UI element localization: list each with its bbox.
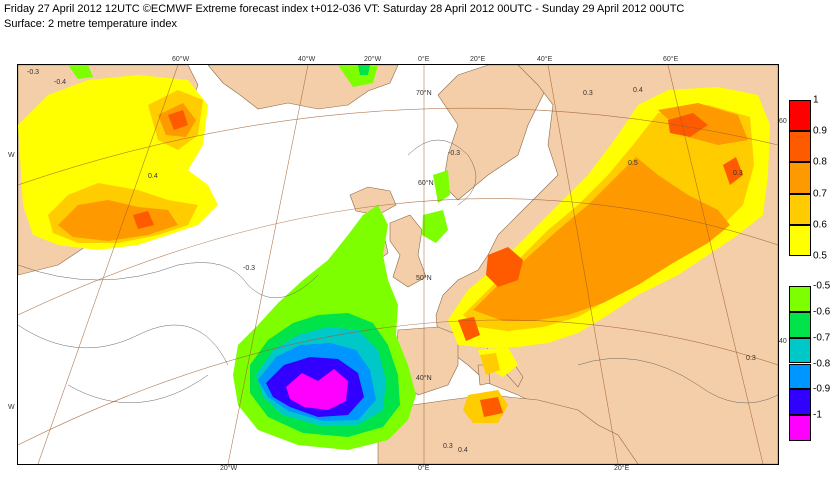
lon-label: 40°W [298,56,316,63]
lat-label: 70°N [416,90,432,97]
legend-swatch [789,363,811,390]
legend-label: 0.8 [813,156,827,168]
lon-label: 40°E [537,56,553,63]
edge-label: W [8,152,15,159]
contour-label: -0.4 [54,79,67,86]
contour-label: 0.3 [443,443,453,450]
legend-label: -0.5 [813,280,831,292]
edge-label: 60 [779,118,787,125]
contour-lines [18,139,778,404]
legend-label: 1 [813,94,819,106]
legend-label: -1 [813,409,822,421]
legend-label: -0.9 [813,383,831,395]
contour-label: -0.3 [27,69,40,76]
lon-label: 60°W [172,56,190,63]
map-title: Friday 27 April 2012 12UTC ©ECMWF Extrem… [4,3,685,15]
legend-swatch [789,337,811,364]
map-subtitle: Surface: 2 metre temperature index [4,18,178,30]
legend-swatch [789,389,811,416]
britain [389,214,427,288]
cold-anomaly-atlantic [233,65,450,450]
lon-label: 20°W [364,56,382,63]
lon-label: 0°E [418,56,430,63]
legend-label: -0.6 [813,306,831,318]
legend-label: 0.9 [813,125,827,137]
lon-label: 0°E [418,465,430,472]
lat-label: 50°N [416,275,432,282]
lon-label: 20°W [220,465,238,472]
contour-label: 0.4 [458,447,468,454]
efi-map: -0.3 -0.4 0.4 0.3 0.4 0.5 -0.3 -0.3 0.3 … [17,64,779,465]
legend-swatch [789,286,811,312]
legend-label: -0.7 [813,332,831,344]
contour-label: 0.3 [733,170,743,177]
legend-cold: -0.5 -0.6 -0.7 -0.8 -0.9 -1 [789,281,830,441]
contour-label: -0.3 [243,265,256,272]
legend-swatch [789,415,811,441]
legend-swatch [789,311,811,338]
warm-anomaly-europe [448,87,770,423]
legend-label: -0.8 [813,358,831,369]
lat-label: 40°N [416,375,432,382]
contour-label: 0.4 [148,173,158,180]
legend-swatch [789,162,811,194]
contour-label: 0.4 [633,87,643,94]
legend-swatch [789,100,811,132]
lat-label: 60°N [418,180,434,187]
legend-swatch [789,193,811,225]
warm-anomaly-canada [18,65,218,250]
edge-label: 40 [779,338,787,345]
legend-label: 0.7 [813,188,827,200]
legend-swatch [789,224,811,256]
contour-label: 0.3 [746,355,756,362]
legend-warm: 1 0.9 0.8 0.7 0.6 0.5 [789,95,827,262]
legend-label: 0.5 [813,250,827,262]
legend-swatch [789,131,811,163]
edge-label: W [8,404,15,411]
contour-label: 0.5 [628,160,638,167]
lon-label: 60°E [663,56,679,63]
contour-label: -0.3 [448,150,461,157]
lon-label: 20°E [614,465,630,472]
legend-label: 0.6 [813,219,827,231]
contour-label: 0.3 [583,90,593,97]
lon-label: 20°E [470,56,486,63]
scandinavia [437,65,549,201]
graticule [18,65,778,464]
